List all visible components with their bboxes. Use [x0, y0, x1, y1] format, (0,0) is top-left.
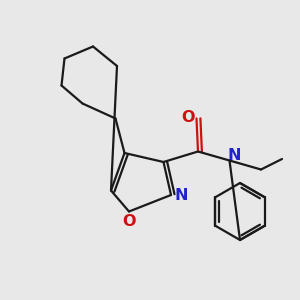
Text: O: O: [181, 110, 194, 124]
Text: O: O: [122, 214, 136, 229]
Text: N: N: [227, 148, 241, 163]
Text: N: N: [175, 188, 188, 202]
